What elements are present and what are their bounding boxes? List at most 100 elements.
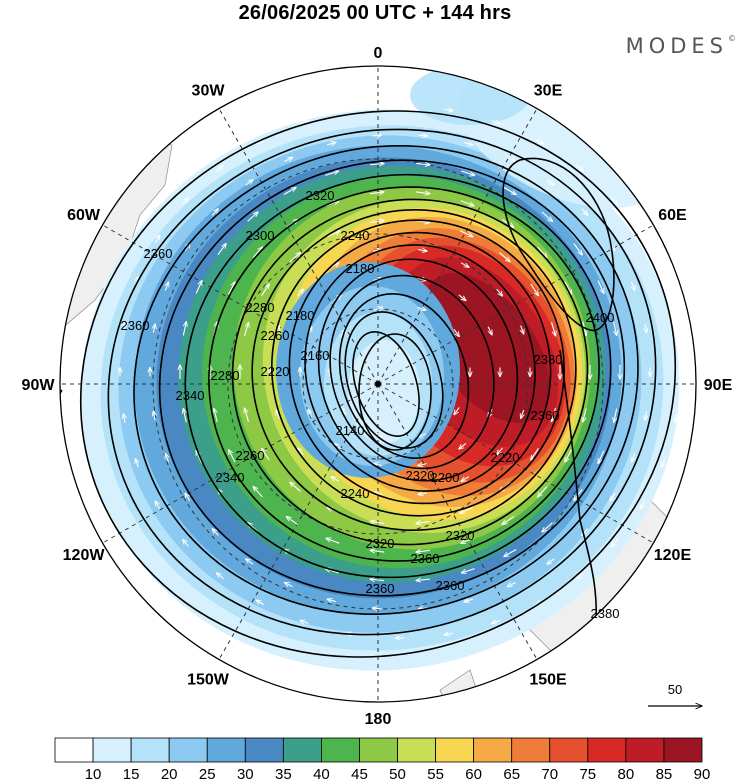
- wind-vector: [415, 163, 430, 164]
- contour-label: 2320: [446, 528, 475, 543]
- wind-vector: [597, 280, 604, 294]
- wind-vector: [330, 263, 339, 268]
- wind-vector: [284, 157, 293, 162]
- wind-vector: [640, 500, 646, 509]
- contour-label: 2280: [246, 300, 275, 315]
- wind-vector: [299, 121, 308, 124]
- colorbar-tick: 25: [199, 766, 216, 782]
- wind-vector: [418, 464, 427, 466]
- wind-vector: [372, 135, 381, 136]
- longitude-label: 150E: [529, 671, 567, 688]
- reference-vector: 50: [648, 682, 702, 706]
- colorbar-tick: 85: [656, 766, 673, 782]
- longitude-label: 150W: [187, 671, 230, 688]
- wind-vector: [551, 322, 556, 335]
- wind-vector: [675, 321, 677, 330]
- wind-vector: [326, 538, 340, 544]
- contour-line: [231, 198, 589, 546]
- latitude-circle: [227, 233, 529, 535]
- wind-vector: [370, 221, 384, 223]
- colorbar-tick: 70: [541, 766, 558, 782]
- wind-vector: [460, 506, 474, 513]
- wind-vector: [217, 243, 226, 256]
- wind-vector: [372, 608, 382, 609]
- wind-vector: [123, 321, 125, 331]
- longitude-label: 90E: [704, 377, 733, 394]
- contour-label: 2360: [436, 578, 465, 593]
- wind-vector: [415, 192, 430, 194]
- colorbar-swatch: [168, 737, 208, 763]
- colorbar-tick: 20: [161, 766, 178, 782]
- meridian: [102, 224, 379, 385]
- wind-vector: [612, 539, 618, 547]
- colorbar: 10 15 20 25 30 35 40 45 50 55 60 65 70 75 80 85 90: [54, 737, 710, 782]
- wind-vector: [507, 156, 515, 161]
- contour-label: 2380: [591, 606, 620, 621]
- wind-vector: [370, 550, 385, 552]
- wind-vector: [290, 482, 301, 492]
- map-title: 26/06/2025 00 UTC + 144 hrs: [238, 2, 512, 24]
- contour-line: [158, 159, 626, 597]
- contour-label: 2380: [534, 352, 563, 367]
- wind-vector: [325, 201, 339, 207]
- longitude-label: 90W: [22, 377, 56, 394]
- colorbar-tick: 45: [351, 766, 368, 782]
- wind-vector: [334, 443, 342, 450]
- wind-vector: [577, 572, 584, 579]
- wind-vector: [459, 443, 467, 449]
- wind-vector: [183, 409, 186, 423]
- wind-vector: [444, 109, 453, 111]
- contour-label: 2240: [341, 228, 370, 243]
- wind-vector: [325, 171, 338, 176]
- longitude-label: 180: [365, 711, 392, 728]
- wind-vector: [243, 322, 249, 337]
- contour-label: 2220: [261, 364, 290, 379]
- wind-vector: [453, 328, 459, 336]
- contour-label: 2160: [301, 348, 330, 363]
- wind-vector: [246, 559, 254, 565]
- colorbar-tick: 80: [618, 766, 635, 782]
- wind-vector: [461, 476, 470, 482]
- contour-2400: [502, 157, 615, 331]
- map-boundary: [59, 65, 697, 703]
- wind-vector: [463, 142, 473, 144]
- wind-vector: [458, 294, 466, 301]
- wind-vector: [461, 568, 475, 573]
- wind-vector: [165, 454, 168, 463]
- graticule: [60, 66, 696, 702]
- meridian: [377, 108, 538, 385]
- wind-vector: [631, 453, 634, 462]
- brand-name: MODES: [625, 34, 728, 58]
- contour-label: 2320: [366, 536, 395, 551]
- contour-label: 2360: [531, 408, 560, 423]
- contour-label: 2360: [366, 581, 395, 596]
- wind-vector: [373, 464, 383, 466]
- wind-vector: [286, 517, 299, 525]
- wind-vector: [262, 448, 270, 461]
- wind-vector: [308, 409, 312, 418]
- contour-line: [79, 110, 677, 658]
- colorbar-swatch: [625, 737, 665, 763]
- wind-vector: [611, 197, 618, 205]
- contour-label: 2320: [306, 188, 335, 203]
- wind-vector: [155, 501, 161, 510]
- colorbar-tick: 30: [237, 766, 254, 782]
- contour-label: 2360: [144, 246, 173, 261]
- contour-line: [338, 293, 470, 459]
- contour-line: [317, 258, 519, 482]
- contour-line: [271, 219, 565, 517]
- wind-vector: [212, 529, 219, 536]
- wind-vector: [459, 230, 473, 237]
- contour-label: 2140: [336, 423, 365, 438]
- colorbar-swatch: [359, 737, 398, 763]
- longitude-label: 120W: [63, 547, 106, 564]
- wind-vector: [662, 458, 665, 467]
- colorbar-swatch: [663, 737, 703, 763]
- wind-vector: [327, 142, 336, 144]
- colorbar-swatch: [549, 737, 589, 763]
- wind-vector: [416, 521, 430, 523]
- meridian: [377, 383, 538, 660]
- wind-vector: [165, 282, 168, 291]
